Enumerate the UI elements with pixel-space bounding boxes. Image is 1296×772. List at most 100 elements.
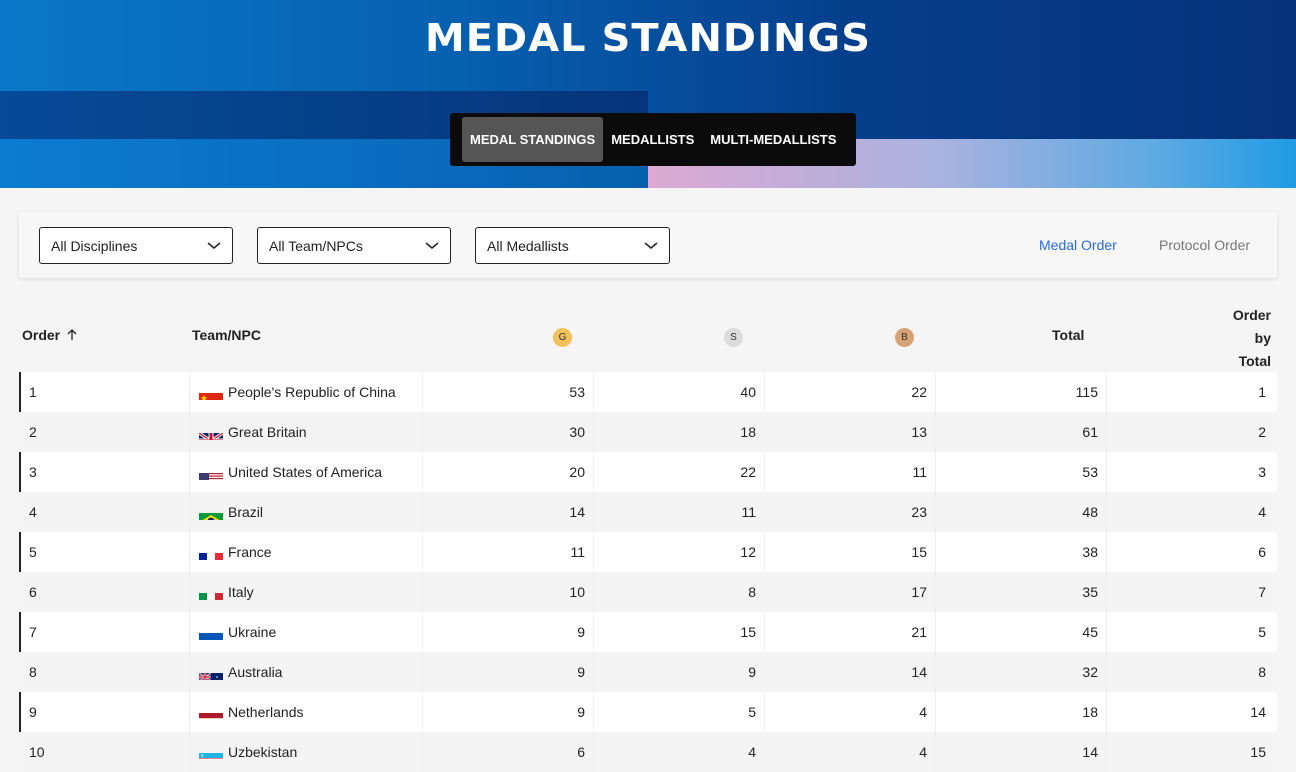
team-cell[interactable]: Italy (190, 572, 423, 612)
team-name: People's Republic of China (228, 372, 396, 412)
protocol-order-link[interactable]: Protocol Order (1159, 237, 1250, 253)
team-cell[interactable]: Australia (190, 652, 423, 692)
team-name: Uzbekistan (228, 732, 297, 772)
order-header-label: Order (22, 327, 60, 343)
total-column-header: Total (1052, 327, 1084, 343)
tab-multi-medallists[interactable]: MULTI-MEDALLISTS (702, 117, 844, 162)
silver-cell: 18 (594, 412, 765, 452)
total-cell: 35 (936, 572, 1107, 612)
total-cell: 38 (936, 532, 1107, 572)
teams-select-value: All Team/NPCs (269, 238, 363, 254)
australia-flag-icon (199, 664, 223, 680)
silver-cell: 11 (594, 492, 765, 532)
france-flag-icon (199, 544, 223, 560)
team-name: Brazil (228, 492, 263, 532)
gold-cell: 9 (423, 692, 594, 732)
order-cell: 5 (19, 532, 190, 572)
bronze-cell: 13 (765, 412, 936, 452)
medal-order-link[interactable]: Medal Order (1039, 237, 1117, 253)
bronze-cell: 15 (765, 532, 936, 572)
gold-cell: 6 (423, 732, 594, 772)
team-cell[interactable]: Netherlands (190, 692, 423, 732)
order-by-total-cell: 4 (1107, 492, 1277, 532)
order-by-total-label: by (1233, 327, 1271, 350)
gold-cell: 9 (423, 612, 594, 652)
medallists-select-value: All Medallists (487, 238, 569, 254)
team-cell[interactable]: France (190, 532, 423, 572)
medallists-select[interactable]: All Medallists (475, 227, 670, 264)
order-by-total-cell: 6 (1107, 532, 1277, 572)
silver-column-header: S (724, 327, 743, 347)
order-cell: 8 (19, 652, 190, 692)
gold-cell: 14 (423, 492, 594, 532)
gold-medal-icon: G (553, 328, 572, 347)
bronze-cell: 14 (765, 652, 936, 692)
team-column-header: Team/NPC (192, 327, 261, 343)
order-by-total-cell: 14 (1107, 692, 1277, 732)
brazil-flag-icon (199, 504, 223, 520)
total-cell: 61 (936, 412, 1107, 452)
order-by-total-column-header: Order by Total (1233, 304, 1271, 373)
team-cell[interactable]: Ukraine (190, 612, 423, 652)
usa-flag-icon (199, 464, 223, 480)
silver-cell: 5 (594, 692, 765, 732)
order-column-header[interactable]: Order (22, 327, 77, 343)
team-name: France (228, 532, 272, 572)
order-by-total-cell: 7 (1107, 572, 1277, 612)
teams-select[interactable]: All Team/NPCs (257, 227, 451, 264)
silver-cell: 4 (594, 732, 765, 772)
tab-medal-standings[interactable]: MEDAL STANDINGS (462, 117, 603, 162)
chevron-down-icon (425, 242, 439, 250)
order-cell: 10 (19, 732, 190, 772)
total-cell: 115 (936, 372, 1107, 412)
silver-cell: 9 (594, 652, 765, 692)
silver-medal-icon: S (724, 328, 743, 347)
uzbekistan-flag-icon (199, 744, 223, 760)
table-header: Order Team/NPC G S B Total Order by Tota… (19, 296, 1277, 372)
order-cell: 6 (19, 572, 190, 612)
tab-medallists[interactable]: MEDALLISTS (603, 117, 702, 162)
team-cell[interactable]: Brazil (190, 492, 423, 532)
bronze-cell: 17 (765, 572, 936, 612)
gold-cell: 20 (423, 452, 594, 492)
bronze-cell: 22 (765, 372, 936, 412)
team-cell[interactable]: United States of America (190, 452, 423, 492)
chevron-down-icon (644, 242, 658, 250)
chevron-down-icon (207, 242, 221, 250)
bronze-cell: 4 (765, 732, 936, 772)
team-cell[interactable]: Great Britain (190, 412, 423, 452)
team-cell[interactable]: Uzbekistan (190, 732, 423, 772)
order-by-total-cell: 1 (1107, 372, 1277, 412)
order-cell: 7 (19, 612, 190, 652)
gold-cell: 9 (423, 652, 594, 692)
tab-bar: MEDAL STANDINGS MEDALLISTS MULTI-MEDALLI… (450, 113, 856, 166)
bronze-cell: 21 (765, 612, 936, 652)
order-by-total-cell: 5 (1107, 612, 1277, 652)
silver-cell: 12 (594, 532, 765, 572)
team-name: Netherlands (228, 692, 304, 732)
china-flag-icon (199, 384, 223, 400)
order-by-total-label: Order (1233, 304, 1271, 327)
bronze-medal-icon: B (895, 328, 914, 347)
italy-flag-icon (199, 584, 223, 600)
bronze-cell: 23 (765, 492, 936, 532)
team-cell[interactable]: People's Republic of China (190, 372, 423, 412)
order-by-total-cell: 3 (1107, 452, 1277, 492)
order-cell: 1 (19, 372, 190, 412)
team-name: Australia (228, 652, 282, 692)
gb-flag-icon (199, 424, 223, 440)
team-name: United States of America (228, 452, 382, 492)
bronze-cell: 11 (765, 452, 936, 492)
gold-cell: 30 (423, 412, 594, 452)
order-by-total-cell: 15 (1107, 732, 1277, 772)
disciplines-select[interactable]: All Disciplines (39, 227, 233, 264)
gold-cell: 11 (423, 532, 594, 572)
order-by-total-cell: 8 (1107, 652, 1277, 692)
